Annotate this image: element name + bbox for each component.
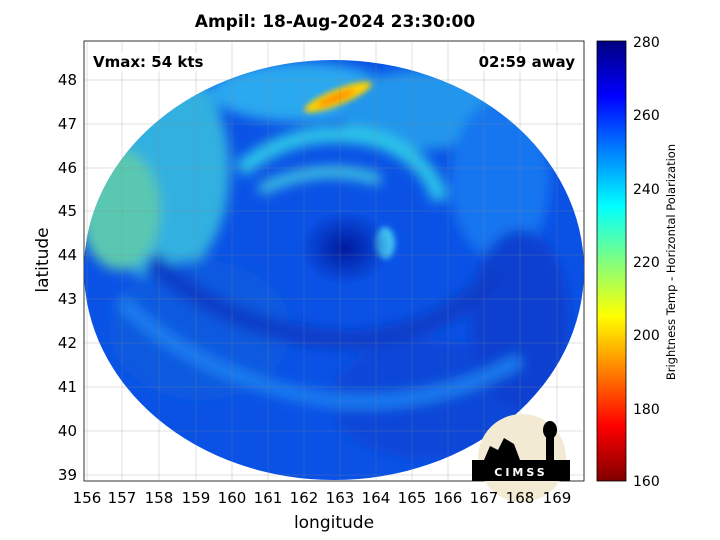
y-tick: 42 [58, 334, 77, 352]
y-axis-label: latitude [33, 227, 53, 292]
x-tick: 161 [254, 489, 283, 507]
x-tick-labels: 156 157 158 159 160 161 162 163 164 165 … [73, 489, 572, 507]
y-tick: 45 [58, 202, 77, 220]
x-tick: 168 [506, 489, 535, 507]
colorbar-tick: 220 [633, 255, 660, 271]
x-tick: 160 [218, 489, 247, 507]
y-tick: 47 [58, 115, 77, 133]
y-tick-labels: 48 47 46 45 44 43 42 41 40 39 [58, 71, 77, 484]
x-tick: 163 [326, 489, 355, 507]
x-tick: 165 [398, 489, 427, 507]
x-tick: 166 [434, 489, 463, 507]
x-axis-label: longitude [294, 513, 374, 533]
x-tick: 169 [543, 489, 572, 507]
x-tick: 159 [182, 489, 211, 507]
y-tick: 48 [58, 71, 77, 89]
colorbar-tick-labels: 280 260 240 220 200 180 160 [633, 35, 660, 490]
vmax-label: Vmax: 54 kts [93, 53, 204, 71]
colorbar-label: Brightness Temp - Horizontal Polarizatio… [664, 144, 678, 380]
colorbar [596, 40, 627, 482]
map-title: Ampil: 18-Aug-2024 23:30:00 [194, 12, 476, 32]
y-tick: 41 [58, 378, 77, 396]
cimss-logo-text: CIMSS [494, 466, 547, 479]
colorbar-tick: 260 [633, 108, 660, 124]
x-tick: 167 [470, 489, 499, 507]
y-tick: 46 [58, 159, 77, 177]
colorbar-tick: 200 [633, 328, 660, 344]
y-tick: 44 [58, 246, 77, 264]
y-tick: 39 [58, 466, 77, 484]
grid [84, 41, 584, 481]
colorbar-tick: 180 [633, 402, 660, 418]
colorbar-tick: 240 [633, 182, 660, 198]
x-tick: 156 [73, 489, 102, 507]
time-away-label: 02:59 away [478, 53, 575, 71]
x-tick: 157 [108, 489, 137, 507]
x-tick: 158 [145, 489, 174, 507]
colorbar-tick: 160 [633, 474, 660, 490]
x-tick: 164 [362, 489, 391, 507]
y-tick: 40 [58, 422, 77, 440]
cimss-logo: CIMSS [472, 414, 570, 502]
x-tick: 162 [290, 489, 319, 507]
y-tick: 43 [58, 290, 77, 308]
colorbar-tick: 280 [633, 35, 660, 51]
